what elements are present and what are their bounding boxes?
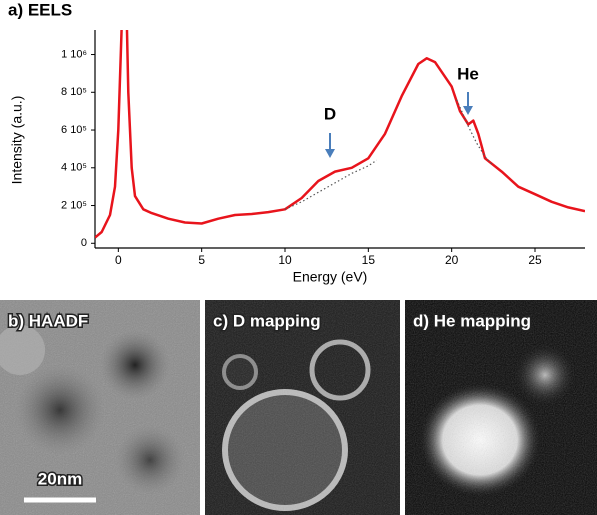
chart-title: a) EELS — [8, 0, 72, 19]
axes — [94, 30, 585, 249]
y-tick-label: 1 10⁶ — [61, 48, 87, 60]
y-tick-label: 6 10⁵ — [61, 124, 87, 136]
haadf-panel: 20nm b) HAADF — [0, 300, 200, 515]
y-tick-label: 8 10⁵ — [61, 86, 87, 98]
scale-bar-label: 20nm — [38, 469, 82, 488]
panel-label: d) He mapping — [413, 311, 531, 330]
x-tick-label: 0 — [115, 253, 122, 267]
annotation-arrowhead — [463, 106, 473, 115]
spectrum-line — [95, 30, 585, 239]
y-tick-label: 0 — [81, 237, 87, 249]
x-tick-label: 5 — [198, 253, 205, 267]
panel-label: c) D mapping — [213, 311, 321, 330]
x-tick-label: 25 — [528, 253, 542, 267]
x-tick-label: 15 — [362, 253, 376, 267]
y-axis-label: Intensity (a.u.) — [9, 96, 25, 185]
y-tick-label: 2 10⁵ — [61, 199, 87, 211]
x-axis-label: Energy (eV) — [293, 269, 368, 285]
x-tick-label: 10 — [278, 253, 292, 267]
annotation: He — [457, 64, 479, 83]
plot-area — [95, 30, 585, 239]
he-mapping-panel: d) He mapping — [405, 300, 597, 515]
background-line — [284, 99, 494, 210]
annotation: D — [324, 104, 336, 123]
x-tick-label: 20 — [445, 253, 459, 267]
panel-label: b) HAADF — [8, 311, 88, 330]
d-mapping-panel: c) D mapping — [205, 300, 400, 515]
annotation-arrowhead — [325, 149, 335, 158]
y-tick-label: 4 10⁵ — [61, 162, 87, 174]
